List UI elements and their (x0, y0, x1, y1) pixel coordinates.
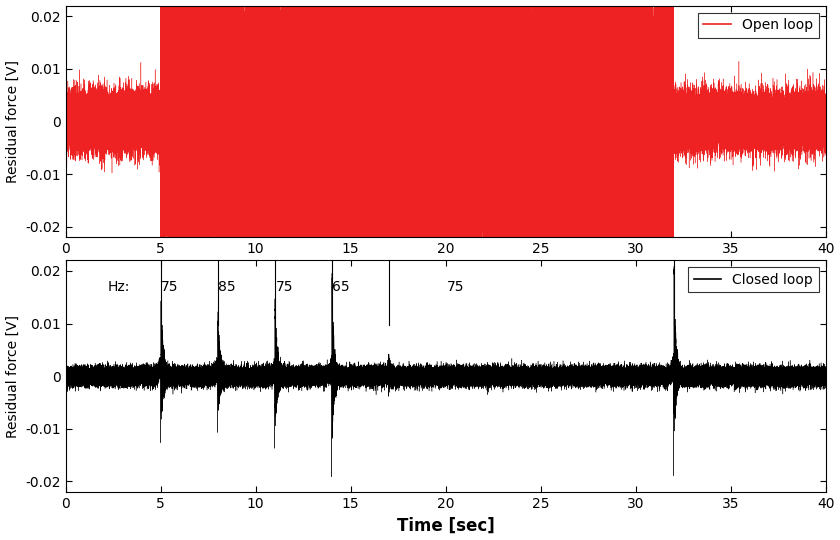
Text: 85: 85 (218, 280, 236, 294)
Text: 75: 75 (161, 280, 179, 294)
X-axis label: Time [sec]: Time [sec] (396, 516, 495, 535)
Text: 65: 65 (333, 280, 350, 294)
Y-axis label: Residual force [V]: Residual force [V] (6, 60, 19, 183)
Legend: Open loop: Open loop (698, 12, 819, 38)
Text: 75: 75 (276, 280, 293, 294)
Text: 75: 75 (446, 280, 464, 294)
Y-axis label: Residual force [V]: Residual force [V] (6, 315, 19, 437)
Legend: Closed loop: Closed loop (688, 267, 819, 292)
Text: Hz:: Hz: (108, 280, 130, 294)
